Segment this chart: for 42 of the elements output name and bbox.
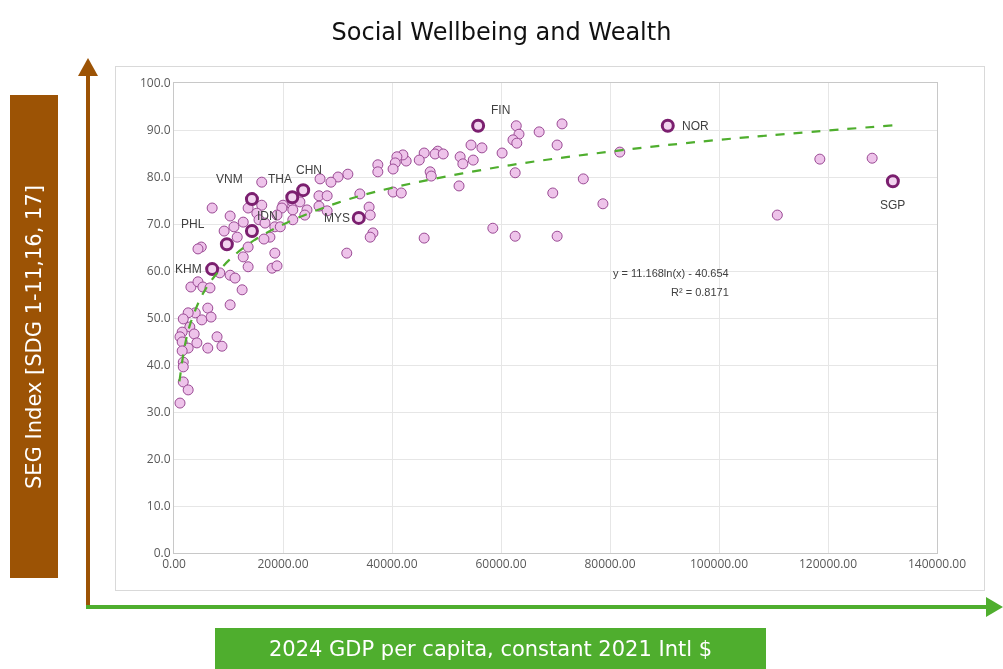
annotation: KHM [175,262,202,276]
y-tick-label: 40.0 [146,356,171,374]
point [296,183,311,198]
annotation: FIN [491,103,511,117]
point [885,174,900,189]
y-tick-label: 70.0 [146,215,171,233]
annotation: y = 11.168ln(x) - 40.654 [613,267,729,279]
y-tick-label: 100.0 [139,74,171,92]
x-tick-label: 40000.00 [366,555,418,573]
annotation: R² = 0.8171 [671,286,729,298]
chart-title: Social Wellbeing and Wealth [331,18,672,47]
x-axis-title: 2024 GDP per capita, constant 2021 Intl $ [268,636,713,661]
x-tick-label: 120000.00 [798,555,858,573]
annotation: THA [268,172,292,186]
annotation: VNM [216,172,243,186]
x-tick-label: 60000.00 [475,555,527,573]
x-tick-label: 140000.00 [907,555,967,573]
annotation: PHL [181,217,205,231]
annotation: NOR [682,119,709,133]
y-tick-label: 80.0 [146,168,171,186]
point [285,190,300,205]
y-tick-label: 50.0 [146,309,171,327]
point [244,192,259,207]
point [660,118,675,133]
y-tick-label: 10.0 [146,497,171,515]
point [351,210,366,225]
y-tick-label: 20.0 [146,450,171,468]
point [205,262,220,277]
point [471,118,486,133]
annotation: MYS [324,211,351,225]
y-tick-label: 60.0 [146,262,171,280]
y-tick-label: 30.0 [146,403,171,421]
y-tick-label: 90.0 [146,121,171,139]
annotation: SGP [880,198,906,212]
x-tick-label: 80000.00 [584,555,636,573]
point [244,224,259,239]
annotation: IDN [257,209,278,223]
x-tick-label: 100000.00 [689,555,749,573]
y-axis-title: SEG Index [SDG 1-11,16, 17] [22,184,46,489]
x-tick-label: 20000.00 [257,555,309,573]
annotation: CHN [296,163,322,177]
point [219,237,234,252]
